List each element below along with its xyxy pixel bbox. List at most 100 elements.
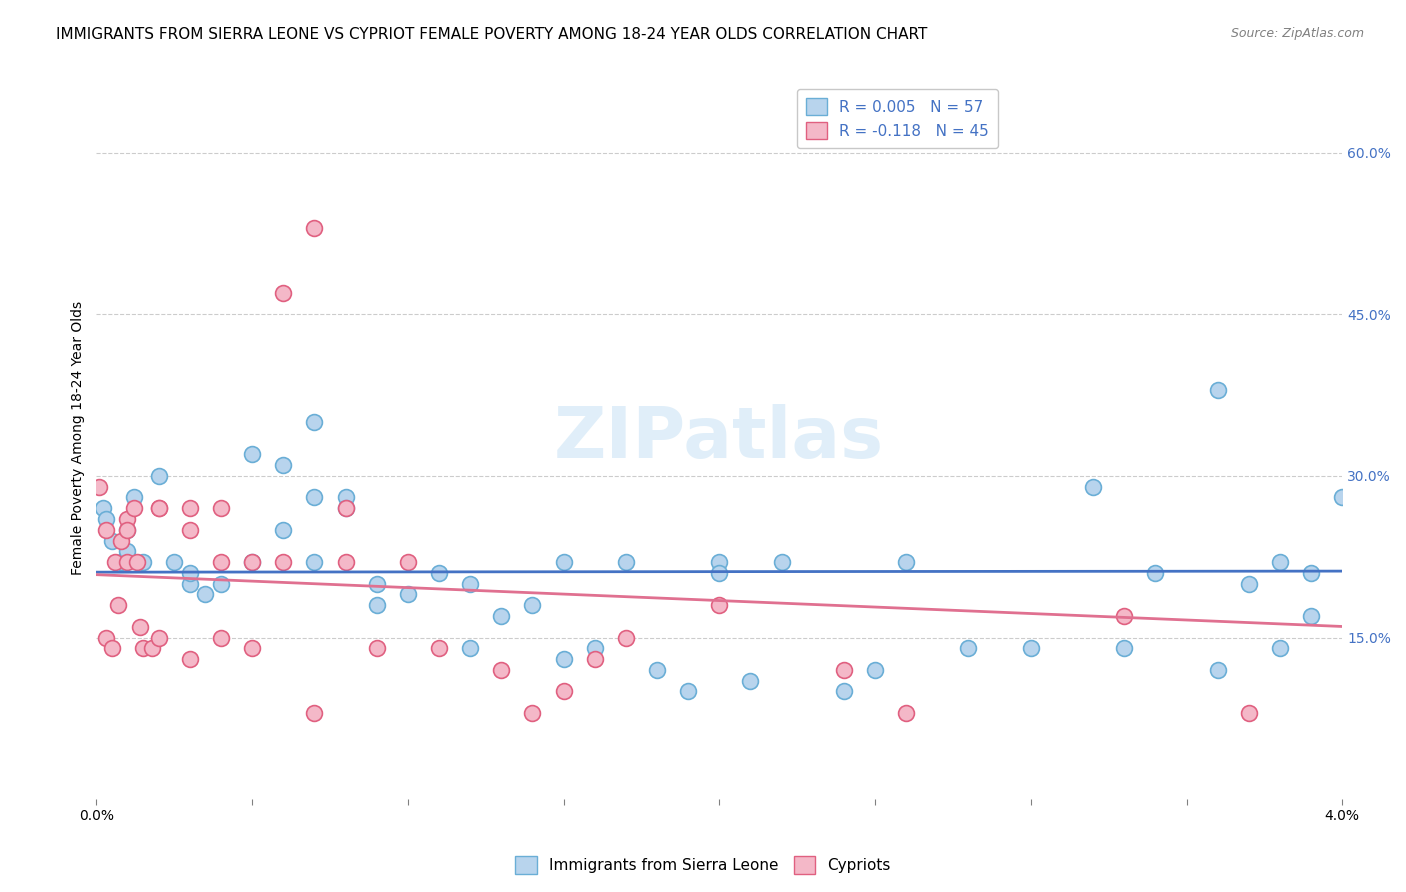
Point xyxy=(132,641,155,656)
Point xyxy=(427,566,450,580)
Point xyxy=(863,663,886,677)
Point xyxy=(304,415,326,429)
Point xyxy=(1268,555,1291,569)
Point xyxy=(148,469,170,483)
Point xyxy=(117,544,139,558)
Point xyxy=(1301,566,1323,580)
Text: ZIPatlas: ZIPatlas xyxy=(554,404,884,473)
Point xyxy=(1114,641,1136,656)
Point xyxy=(209,576,232,591)
Point xyxy=(583,641,606,656)
Point xyxy=(491,609,513,624)
Point xyxy=(94,631,117,645)
Point xyxy=(396,555,419,569)
Point xyxy=(94,523,117,537)
Point xyxy=(148,501,170,516)
Point xyxy=(1081,480,1104,494)
Point xyxy=(129,620,152,634)
Point xyxy=(271,523,294,537)
Point xyxy=(553,652,575,666)
Point xyxy=(832,663,855,677)
Point xyxy=(522,706,544,720)
Point xyxy=(709,555,731,569)
Point xyxy=(194,587,217,601)
Point xyxy=(583,652,606,666)
Point xyxy=(91,501,114,516)
Point xyxy=(709,598,731,612)
Point xyxy=(179,652,201,666)
Point xyxy=(304,706,326,720)
Legend: R = 0.005   N = 57, R = -0.118   N = 45: R = 0.005 N = 57, R = -0.118 N = 45 xyxy=(797,88,998,148)
Point xyxy=(132,555,155,569)
Point xyxy=(271,285,294,300)
Point xyxy=(335,501,357,516)
Point xyxy=(304,555,326,569)
Point xyxy=(125,555,148,569)
Text: Source: ZipAtlas.com: Source: ZipAtlas.com xyxy=(1230,27,1364,40)
Point xyxy=(94,512,117,526)
Point xyxy=(1331,491,1354,505)
Point xyxy=(522,598,544,612)
Point xyxy=(770,555,793,569)
Point xyxy=(366,598,388,612)
Point xyxy=(709,566,731,580)
Point xyxy=(366,641,388,656)
Point xyxy=(1206,383,1229,397)
Point xyxy=(1019,641,1042,656)
Point xyxy=(179,566,201,580)
Point xyxy=(1144,566,1167,580)
Point xyxy=(458,641,481,656)
Point xyxy=(122,491,145,505)
Point xyxy=(271,555,294,569)
Point xyxy=(209,631,232,645)
Point xyxy=(335,501,357,516)
Point xyxy=(117,555,139,569)
Point xyxy=(117,523,139,537)
Point xyxy=(1237,706,1260,720)
Point xyxy=(491,663,513,677)
Point xyxy=(107,598,129,612)
Point xyxy=(366,576,388,591)
Legend: Immigrants from Sierra Leone, Cypriots: Immigrants from Sierra Leone, Cypriots xyxy=(509,850,897,880)
Point xyxy=(104,555,127,569)
Point xyxy=(614,555,637,569)
Point xyxy=(179,523,201,537)
Point xyxy=(957,641,980,656)
Point xyxy=(1114,609,1136,624)
Point xyxy=(179,501,201,516)
Point xyxy=(553,555,575,569)
Point xyxy=(209,555,232,569)
Point xyxy=(101,533,124,548)
Point xyxy=(141,641,163,656)
Point xyxy=(179,576,201,591)
Point xyxy=(148,631,170,645)
Point xyxy=(240,641,263,656)
Point xyxy=(832,684,855,698)
Point xyxy=(1237,576,1260,591)
Point xyxy=(240,447,263,461)
Point xyxy=(209,501,232,516)
Point xyxy=(163,555,186,569)
Point xyxy=(148,501,170,516)
Point xyxy=(240,555,263,569)
Point xyxy=(122,501,145,516)
Text: IMMIGRANTS FROM SIERRA LEONE VS CYPRIOT FEMALE POVERTY AMONG 18-24 YEAR OLDS COR: IMMIGRANTS FROM SIERRA LEONE VS CYPRIOT … xyxy=(56,27,928,42)
Point xyxy=(553,684,575,698)
Point xyxy=(304,491,326,505)
Point xyxy=(117,512,139,526)
Point xyxy=(240,555,263,569)
Point xyxy=(304,221,326,235)
Point xyxy=(1268,641,1291,656)
Point xyxy=(614,631,637,645)
Point xyxy=(89,480,111,494)
Point xyxy=(117,523,139,537)
Point xyxy=(676,684,699,698)
Point xyxy=(645,663,668,677)
Point xyxy=(896,706,918,720)
Point xyxy=(396,587,419,601)
Point xyxy=(110,555,132,569)
Point xyxy=(271,458,294,472)
Point xyxy=(110,533,132,548)
Point xyxy=(335,491,357,505)
Point xyxy=(335,555,357,569)
